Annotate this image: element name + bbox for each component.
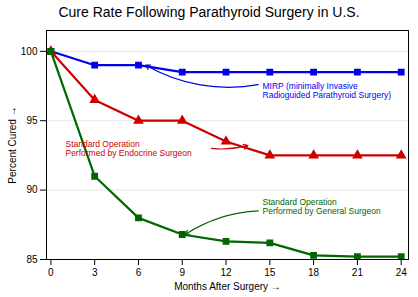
svg-text:24: 24 — [396, 267, 408, 278]
svg-text:15: 15 — [264, 267, 276, 278]
svg-text:Standard OperationPerformed by: Standard OperationPerformed by Endocrine… — [65, 139, 191, 158]
svg-text:85: 85 — [26, 254, 38, 265]
svg-text:Percent Cured →: Percent Cured → — [7, 106, 18, 183]
svg-text:6: 6 — [136, 267, 142, 278]
svg-text:21: 21 — [352, 267, 364, 278]
svg-text:100: 100 — [21, 46, 38, 57]
svg-text:Standard OperationPerformed by: Standard OperationPerformed by General S… — [263, 197, 381, 216]
svg-text:9: 9 — [179, 267, 185, 278]
svg-text:0: 0 — [48, 267, 54, 278]
svg-text:90: 90 — [26, 184, 38, 195]
svg-text:95: 95 — [26, 115, 38, 126]
svg-text:Months After Surgery →: Months After Surgery → — [174, 281, 281, 292]
svg-text:MIRP (minimally InvasiveRadiog: MIRP (minimally InvasiveRadioguided Para… — [263, 80, 392, 99]
svg-text:18: 18 — [308, 267, 320, 278]
svg-text:12: 12 — [220, 267, 232, 278]
html-text:Cure Rate Following Parathyroi: Cure Rate Following Parathyroid Surgery … — [58, 4, 360, 20]
svg-text:3: 3 — [92, 267, 98, 278]
